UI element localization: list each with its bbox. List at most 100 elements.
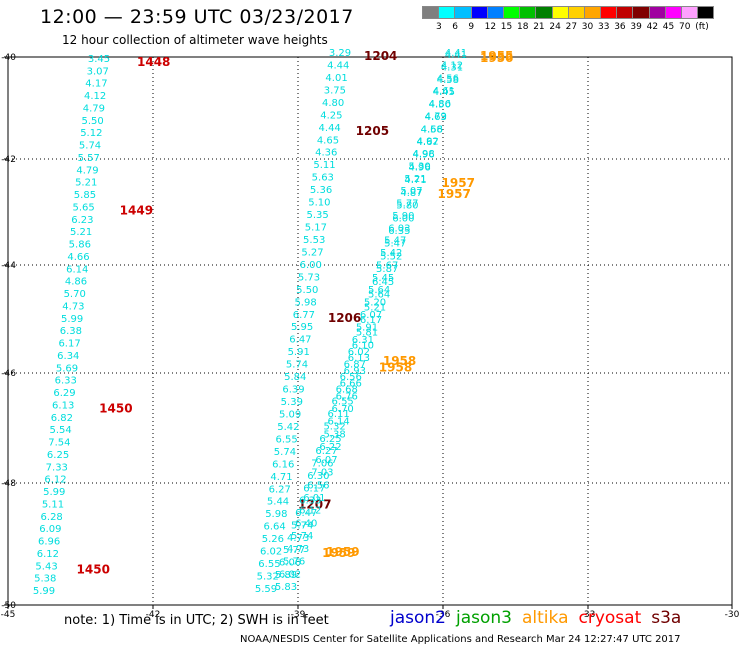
wave-height-value: 6.33 (55, 376, 77, 387)
wave-height-value: 5.53 (303, 235, 325, 246)
wave-height-value: 4.66 (67, 252, 89, 263)
wave-height-value: 3.45 (88, 54, 110, 65)
wave-height-value: 4.73 (62, 301, 84, 312)
wave-height-value: 6.47 (295, 508, 317, 519)
wave-height-value: 3.75 (324, 85, 346, 96)
wave-height-value: 6.10 (352, 340, 374, 351)
wave-height-value: 6.55 (276, 434, 298, 445)
wave-height-value: 5.45 (372, 273, 394, 284)
wave-height-value: 5.86 (69, 240, 91, 251)
wave-height-value: 5.91 (288, 347, 310, 358)
wave-height-value: 5.99 (61, 314, 83, 325)
lat-label: -48 (1, 479, 16, 489)
wave-height-value: 4.56 (437, 73, 459, 84)
wave-height-value: 6.12 (37, 549, 59, 560)
time-label: 1958 (379, 361, 412, 375)
legend-item-jason2: jason2 (390, 608, 446, 628)
wave-height-value: 6.40 (295, 518, 317, 529)
time-label: 1206 (328, 311, 361, 325)
wave-height-value: 5.12 (80, 128, 102, 139)
wave-height-value: 6.22 (319, 442, 341, 453)
wave-height-value: 4.36 (315, 148, 337, 159)
wave-height-value: 6.56 (307, 480, 329, 491)
wave-height-value: 6.31 (352, 335, 374, 346)
wave-height-value: 5.74 (274, 447, 296, 458)
color-scale-label: 24 (549, 22, 561, 32)
wave-height-value: 4.73 (287, 533, 309, 544)
wave-height-value: 5.35 (306, 210, 328, 221)
lon-label: -30 (725, 610, 740, 620)
color-scale-label: 15 (500, 22, 513, 32)
wave-height-value: 4.61 (433, 86, 455, 97)
wave-height-value: 6.14 (327, 417, 349, 428)
wave-height-value: 5.21 (75, 178, 97, 189)
wave-height-value: 6.28 (41, 512, 63, 523)
wave-height-value: 5.44 (267, 497, 289, 508)
wave-height-value: 4.12 (84, 91, 106, 102)
lat-label: -40 (1, 53, 16, 63)
wave-height-value: 5.74 (291, 520, 313, 531)
wave-height-value: 5.73 (298, 272, 320, 283)
wave-height-value: 6.33 (299, 496, 321, 507)
wave-height-value: 5.39 (281, 397, 303, 408)
wave-height-value: 6.13 (348, 353, 370, 364)
wave-height-value: 5.77 (396, 199, 418, 210)
color-scale-label: 6 (452, 22, 458, 32)
wave-height-value: 6.12 (44, 475, 66, 486)
wave-height-value: 4.79 (83, 103, 105, 114)
wave-height-value: 5.99 (33, 586, 55, 597)
wave-height-value: 5.76 (283, 557, 305, 568)
wave-height-value: 4.50 (429, 100, 451, 111)
wave-height-value: 4.65 (317, 135, 339, 146)
wave-height-value: 7.33 (46, 462, 68, 473)
color-scale-label: 21 (533, 22, 545, 32)
wave-height-value: 6.23 (71, 215, 93, 226)
wave-height-value: 6.02 (279, 569, 301, 580)
lon-label: -36 (436, 610, 451, 620)
wave-height-value: 6.00 (392, 213, 414, 224)
wave-height-value: 4.58 (437, 75, 459, 86)
wave-height-value: 5.09 (279, 409, 301, 420)
wave-height-value: 5.98 (265, 509, 287, 520)
color-scale-label: 45 (662, 22, 675, 32)
map-frame (7, 56, 733, 606)
wave-height-value: 6.13 (52, 400, 74, 411)
wave-height-value: 5.30 (408, 161, 430, 172)
color-scale-bar (422, 6, 715, 19)
wave-height-value: 4.01 (325, 73, 347, 84)
wave-height-value: 6.17 (303, 483, 325, 494)
wave-height-value: 6.30 (307, 471, 329, 482)
time-label: 1450 (99, 401, 132, 415)
wave-height-value: 7.54 (48, 438, 70, 449)
wave-height-value: 4.17 (85, 79, 107, 90)
wave-height-value: 4.31 (441, 62, 463, 73)
wave-height-value: 6.29 (53, 388, 75, 399)
time-label: 1205 (356, 124, 389, 138)
wave-height-value: 4.86 (65, 277, 87, 288)
wave-height-value: 6.17 (58, 339, 80, 350)
wave-height-value: 4.80 (322, 98, 344, 109)
wave-height-value: 5.67 (376, 260, 398, 271)
wave-height-value: 6.70 (332, 404, 354, 415)
wave-height-value: 5.32 (257, 572, 279, 583)
lon-label: -45 (1, 610, 16, 620)
map-subtitle: 12 hour collection of altimeter wave hei… (62, 33, 328, 47)
wave-height-value: 6.68 (336, 384, 358, 395)
wave-height-value: 5.81 (356, 328, 378, 339)
wave-height-value: 6.66 (340, 379, 362, 390)
color-scale-label: (ft) (695, 22, 709, 32)
wave-height-value: 5.74 (79, 141, 101, 152)
color-scale-label: 30 (581, 22, 594, 32)
satellite-legend: jason2 jason3 altika cryosat s3a (390, 608, 691, 628)
wave-height-value: 6.02 (260, 547, 282, 558)
wave-height-value: 4.12 (441, 61, 463, 72)
wave-height-value: 5.74 (291, 531, 313, 542)
wave-height-value: 4.96 (412, 150, 434, 161)
lon-label: -39 (291, 610, 306, 620)
wave-height-value: 6.39 (282, 385, 304, 396)
wave-height-value: 5.07 (400, 186, 422, 197)
time-label: 1958 (383, 354, 416, 368)
wave-height-value: 4.41 (445, 48, 467, 59)
wave-height-value: 4.63 (425, 112, 447, 123)
